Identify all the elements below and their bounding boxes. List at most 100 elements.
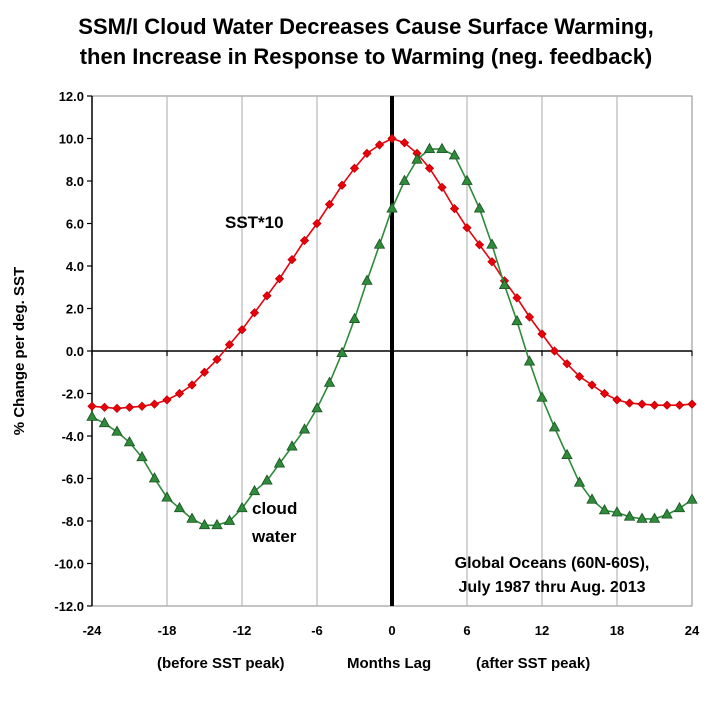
y-tick-label: -2.0 bbox=[62, 387, 84, 402]
cloud-water-point bbox=[223, 514, 236, 525]
sst-point bbox=[662, 400, 672, 410]
y-tick-label: 0.0 bbox=[66, 344, 84, 359]
series-sst bbox=[87, 133, 697, 413]
cloud-water-point bbox=[211, 518, 223, 530]
sst-point bbox=[474, 240, 485, 250]
cloud-water-point bbox=[611, 506, 623, 517]
x-tick-label: -12 bbox=[233, 623, 252, 638]
sst-point bbox=[449, 204, 460, 214]
x-tick-label: -18 bbox=[158, 623, 177, 638]
sst-point bbox=[487, 257, 497, 267]
cloud-water-point bbox=[161, 491, 173, 502]
cloud-water-point bbox=[123, 436, 136, 447]
sst-point bbox=[424, 163, 435, 173]
y-axis-label: % Change per deg. SST bbox=[11, 267, 28, 435]
x-axis-label-main: Months Lag bbox=[347, 655, 431, 672]
sst-point bbox=[524, 312, 535, 322]
cloud-water-point bbox=[273, 457, 286, 468]
sst-point bbox=[112, 403, 122, 413]
annotation-line-2: July 1987 thru Aug. 2013 bbox=[458, 579, 645, 596]
y-tick-labels: 12.0 10.0 8.0 6.0 4.0 2.0 0.0 -2.0 -4.0 -6.0 -8.0 -… bbox=[54, 89, 84, 614]
cloud-water-point bbox=[561, 448, 573, 460]
cloud-water-point bbox=[661, 508, 673, 519]
chart-title-line-1: SSM/I Cloud Water Decreases Cause Surfac… bbox=[78, 14, 653, 39]
y-tick-label: 2.0 bbox=[66, 302, 84, 317]
sst-point bbox=[187, 380, 197, 390]
cloud-water-point bbox=[386, 202, 398, 213]
cloud-water-point bbox=[623, 510, 636, 521]
sst-point bbox=[587, 380, 597, 390]
sst-point bbox=[624, 398, 635, 408]
sst-point bbox=[399, 138, 410, 148]
sst-point bbox=[537, 329, 547, 339]
y-tick-label: -10.0 bbox=[54, 557, 84, 572]
series bbox=[86, 133, 698, 530]
x-tick-label: -6 bbox=[311, 623, 323, 638]
sst-point bbox=[274, 274, 285, 284]
cloud-water-point bbox=[498, 278, 511, 290]
sst-point bbox=[149, 399, 160, 409]
cloud-water-point bbox=[198, 518, 211, 530]
sst-point bbox=[674, 400, 685, 410]
cloud-water-point bbox=[398, 174, 411, 185]
sst-point bbox=[287, 255, 297, 265]
sst-point bbox=[87, 401, 97, 411]
y-tick-label: -12.0 bbox=[54, 599, 84, 614]
cloud-water-point bbox=[136, 450, 148, 462]
sst-point bbox=[549, 346, 560, 356]
series-cloud-water bbox=[86, 142, 698, 530]
cloud-water-point bbox=[473, 202, 486, 213]
sst-point bbox=[387, 133, 397, 144]
cloud-water-point bbox=[173, 501, 186, 513]
sst-point bbox=[249, 308, 260, 318]
sst-point bbox=[162, 395, 172, 405]
sst-point bbox=[312, 218, 322, 229]
y-tick-label: -6.0 bbox=[62, 472, 84, 487]
cloud-water-point bbox=[548, 421, 561, 432]
cloud-water-point bbox=[423, 142, 436, 154]
y-tick-label: -4.0 bbox=[62, 429, 84, 444]
x-tick-label: -24 bbox=[83, 623, 103, 638]
annotation-line-1: Global Oceans (60N-60S), bbox=[455, 555, 650, 572]
cloud-water-point bbox=[261, 474, 273, 485]
y-tick-label: 6.0 bbox=[66, 217, 84, 232]
series-label-cloud-line-2: water bbox=[251, 527, 297, 546]
cloud-water-point bbox=[511, 314, 523, 326]
y-tick-label: 4.0 bbox=[66, 259, 84, 274]
cloud-water-point bbox=[348, 312, 361, 324]
cloud-water-point bbox=[636, 512, 648, 523]
cloud-water-point bbox=[598, 504, 611, 515]
cloud-water-point bbox=[236, 501, 248, 513]
sst-point bbox=[649, 400, 660, 410]
cloud-water-point bbox=[536, 391, 548, 402]
chart-title-line-2: then Increase in Response to Warming (ne… bbox=[80, 44, 653, 69]
cloud-water-point bbox=[248, 484, 261, 496]
sst-point bbox=[374, 140, 385, 150]
cloud-water-point bbox=[373, 238, 386, 249]
x-tick-label: 0 bbox=[388, 623, 395, 638]
cloud-water-point bbox=[186, 512, 198, 523]
cloud-water-point bbox=[448, 149, 461, 160]
sst-point bbox=[362, 148, 372, 158]
cloud-water-point bbox=[673, 501, 686, 513]
cloud-water-point bbox=[573, 476, 586, 487]
x-tick-label: 18 bbox=[610, 623, 624, 638]
sst-point bbox=[137, 401, 147, 411]
cloud-water-point bbox=[686, 493, 698, 504]
x-tick-labels: -24 -18 -12 -6 0 6 12 18 24 bbox=[83, 623, 700, 638]
sst-point bbox=[612, 395, 622, 405]
x-axis-label-after: (after SST peak) bbox=[476, 655, 590, 672]
sst-point bbox=[262, 291, 272, 301]
sst-point bbox=[437, 182, 447, 192]
sst-point bbox=[687, 399, 697, 409]
x-axis-label-before: (before SST peak) bbox=[157, 655, 285, 672]
cloud-water-point bbox=[486, 238, 498, 249]
series-label-sst: SST*10 bbox=[225, 213, 284, 232]
cloud-water-point bbox=[148, 472, 161, 483]
sst-point bbox=[212, 354, 222, 365]
sst-point bbox=[349, 163, 360, 173]
x-tick-label: 24 bbox=[685, 623, 700, 638]
cloud-water-point bbox=[648, 512, 661, 523]
